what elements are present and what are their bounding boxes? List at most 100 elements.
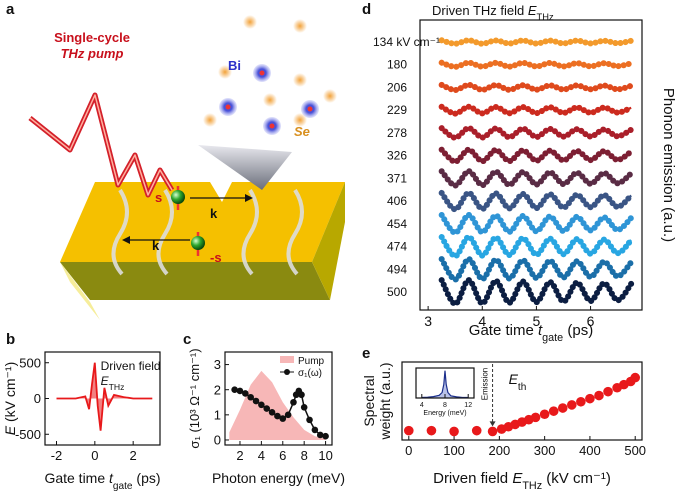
y-axis-label-part: σ₁ (10³ Ω⁻¹ cm⁻¹) [187,348,202,448]
slab-edge [312,182,345,300]
trace-label: 229 [387,103,407,117]
y-tick-label: 500 [19,355,41,370]
atom-label: Bi [228,58,241,73]
x-tick-label: 0 [91,448,98,463]
y-axis-label-part: E [2,425,18,435]
annotation-part: THz [109,382,125,392]
y-tick-label: 0 [214,433,221,448]
phonon-trace-line [440,278,633,306]
electron [191,236,205,250]
x-axis-label-part: (kV cm⁻¹) [542,470,611,487]
data-point [594,390,604,401]
sigma-point [284,411,292,419]
x-axis-label: Gate time tgate (ps) [44,470,160,492]
y-axis-label: Phonon emission (a.u.) [660,88,677,242]
pump-area [229,370,326,440]
data-point [403,425,414,436]
panel-label: c [183,331,191,348]
inset-area [421,370,469,398]
data-point [487,426,498,437]
annotation-part: th [518,382,526,393]
y-tick-label: 0 [34,391,41,406]
legend-swatch [280,356,294,363]
x-tick-label: 10 [318,448,332,463]
x-axis-label-part: Photon energy (meV) [212,470,345,486]
k-label: k [210,206,218,221]
phonon-trace-line [441,105,632,115]
x-tick-label: 500 [624,443,646,458]
x-tick-label: 5 [533,313,541,329]
sigma-point [252,397,260,405]
sigma-point [306,416,313,424]
trace-label: 454 [387,217,407,231]
trace-label: 494 [387,262,407,276]
x-tick-label: 0 [405,443,412,458]
data-point [603,386,613,397]
sigma-point [231,386,238,394]
phonon-trace-line [440,191,632,211]
notch [210,182,232,202]
y-tick-label: 3 [214,357,221,372]
sigma-point [236,387,244,395]
inset-line [421,370,469,399]
field-line [56,362,153,431]
atoms-se [203,15,337,127]
plot-frame [419,19,643,311]
wavefronts [111,188,304,276]
annotation: ETHz [101,374,125,392]
sigma-point [311,426,319,434]
panel-label: b [6,331,15,348]
sigma-point [322,432,329,440]
sigma-point [247,393,254,401]
panel-label: a [6,1,15,18]
slab-top [60,182,345,262]
sigma-point [274,412,281,420]
x-axis-label-part: Gate time [469,322,538,339]
y-tick-label: 2 [214,382,221,397]
annotation-part: E [509,371,519,387]
sigma-point [279,415,287,422]
y-tick-label: 1 [214,407,221,422]
panel-label: d [362,1,371,18]
trace-label: 500 [387,285,407,299]
arrow-head [245,194,253,202]
x-tick-label: 6 [587,313,595,329]
x-tick-label: 8 [443,402,447,409]
trace-label: 406 [387,194,407,208]
sigma-point [263,405,271,412]
chart-title-part: Driven THz field [432,3,528,18]
data-point [576,396,586,407]
sigma-point [268,409,276,416]
x-axis-label-part: t [538,322,543,339]
legend-swatch [284,369,290,375]
y-axis-label: E (kV cm⁻¹) [2,362,18,436]
annotation: Emission [481,368,490,400]
atoms-bi [219,64,319,135]
panel-label: e [362,345,370,362]
plot-frame [401,361,643,441]
diagram: Single-cycle THz pump Bi Se s -s k k [28,15,345,320]
spin-label: -s [210,250,222,265]
x-tick-label: 400 [579,443,601,458]
prism [198,145,292,190]
electron [171,190,185,204]
x-axis-label-part: Driven field [433,470,512,487]
x-tick-label: 2 [236,448,243,463]
data-point [426,425,437,436]
x-tick-label: 3 [424,313,432,329]
x-axis-label: Driven field ETHz (kV cm⁻¹) [433,470,611,492]
data-point [539,409,550,420]
sigma-point [290,398,297,406]
legend-label: Pump [298,356,325,367]
phonon-trace-line [440,126,632,139]
data-point [471,425,482,436]
trace-label: 371 [387,171,407,185]
x-tick-label: 8 [301,448,308,463]
annotation-part: E [101,374,110,388]
chart-title: Driven THz field ETHz [432,3,554,22]
sigma-point [298,391,305,399]
x-axis-label-part: gate [542,332,563,344]
slab-front [60,262,330,300]
